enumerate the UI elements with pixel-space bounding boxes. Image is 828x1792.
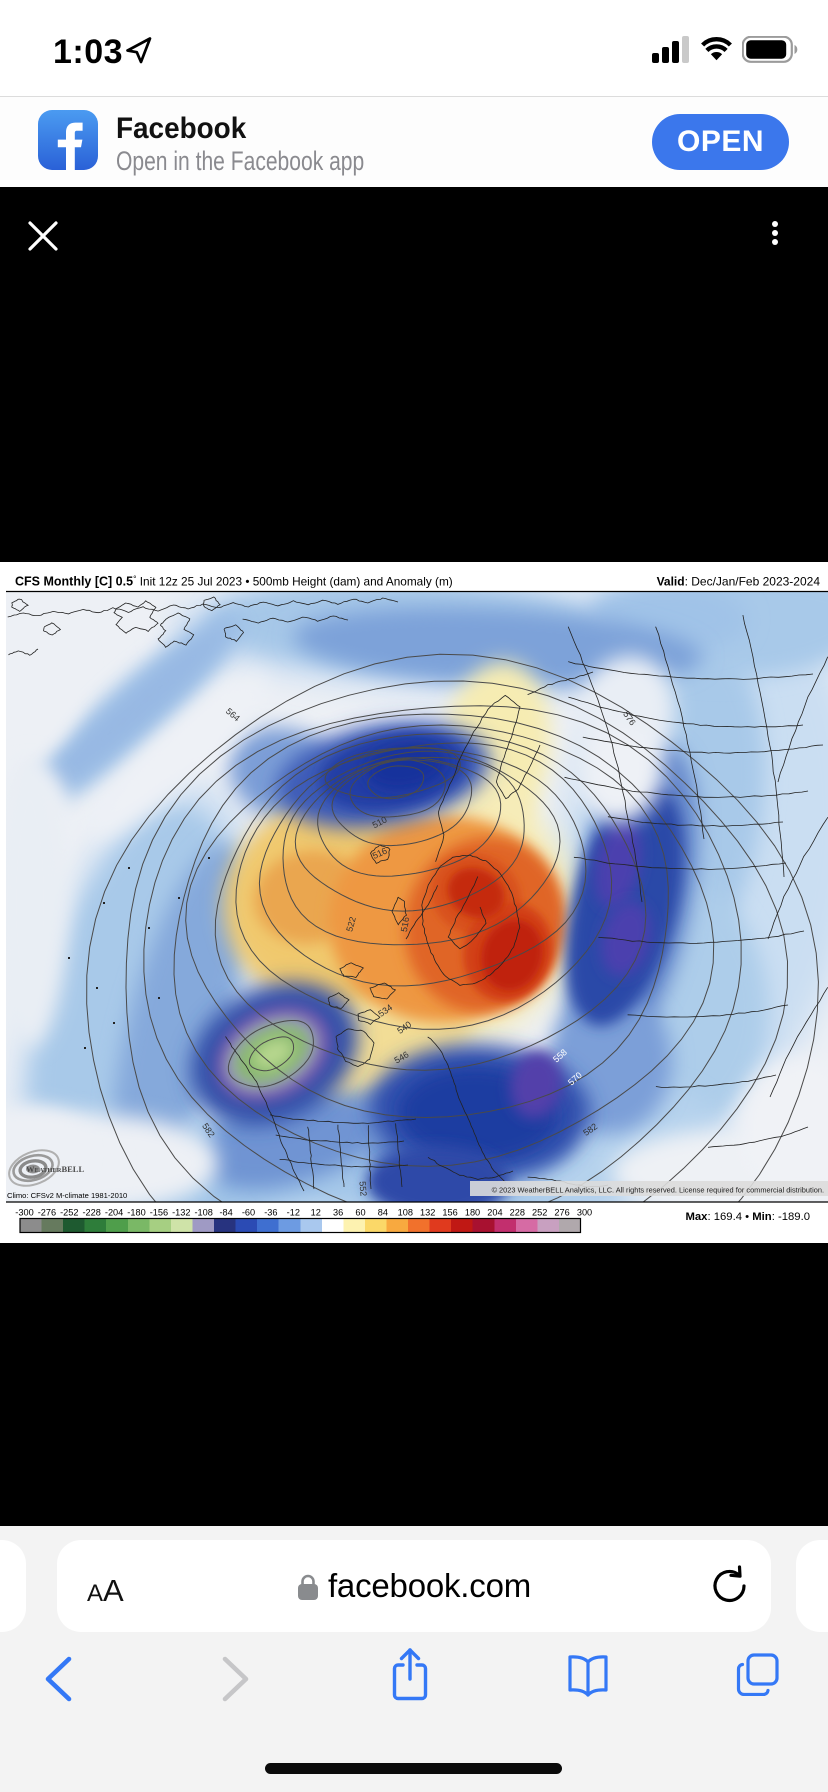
svg-text:-84: -84: [219, 1208, 232, 1218]
svg-text:276: 276: [554, 1208, 569, 1218]
svg-text:252: 252: [532, 1208, 547, 1218]
svg-text:-204: -204: [105, 1208, 123, 1218]
svg-text:522: 522: [344, 916, 358, 933]
svg-text:36: 36: [333, 1208, 343, 1218]
svg-text:300: 300: [577, 1208, 592, 1218]
svg-text:204: 204: [487, 1208, 502, 1218]
svg-text:12: 12: [311, 1208, 321, 1218]
svg-text:Valid: Dec/Jan/Feb 2023-2024: Valid: Dec/Jan/Feb 2023-2024: [657, 575, 821, 589]
svg-text:-228: -228: [83, 1208, 101, 1218]
svg-text:-276: -276: [38, 1208, 56, 1218]
svg-text:180: 180: [465, 1208, 480, 1218]
svg-text:-180: -180: [127, 1208, 145, 1218]
svg-text:-108: -108: [195, 1208, 213, 1218]
svg-text:Max: 169.4 • Min: -189.0: Max: 169.4 • Min: -189.0: [685, 1211, 810, 1223]
svg-text:© 2023 WeatherBELL Analytics,: © 2023 WeatherBELL Analytics, LLC. All r…: [492, 1186, 824, 1195]
svg-text:WEATHERBELL: WEATHERBELL: [26, 1164, 84, 1174]
svg-text:-36: -36: [264, 1208, 277, 1218]
svg-text:CFS Monthly [C] 0.5° Init 12z: CFS Monthly [C] 0.5° Init 12z 25 Jul 202…: [15, 574, 453, 589]
svg-text:-132: -132: [172, 1208, 190, 1218]
svg-text:-156: -156: [150, 1208, 168, 1218]
svg-text:228: 228: [510, 1208, 525, 1218]
svg-text:-252: -252: [60, 1208, 78, 1218]
svg-text:552: 552: [357, 1181, 368, 1197]
svg-text:132: 132: [420, 1208, 435, 1218]
svg-text:-300: -300: [15, 1208, 33, 1218]
svg-text:60: 60: [355, 1208, 365, 1218]
svg-text:Climo: CFSv2 M-climate 1981-20: Climo: CFSv2 M-climate 1981-2010: [7, 1191, 127, 1200]
svg-text:-60: -60: [242, 1208, 255, 1218]
svg-text:-12: -12: [287, 1208, 300, 1218]
svg-text:84: 84: [378, 1208, 388, 1218]
svg-text:108: 108: [398, 1208, 413, 1218]
svg-text:156: 156: [442, 1208, 457, 1218]
